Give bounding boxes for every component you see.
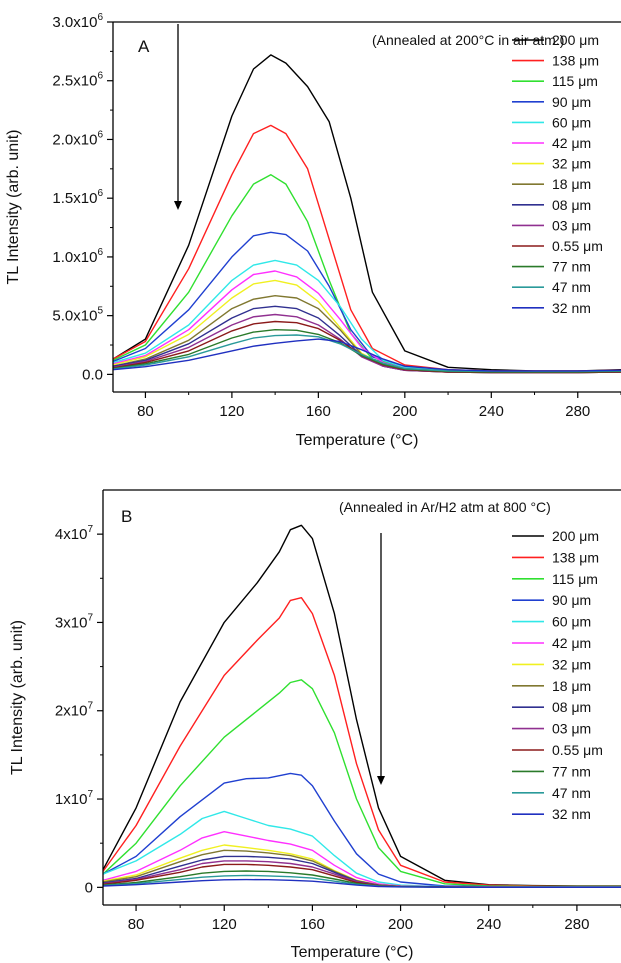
series-line-13	[103, 878, 621, 888]
y-tick-label: 0.0	[82, 366, 103, 383]
legend-label: 03 μm	[552, 721, 591, 737]
legend-label: 90 μm	[552, 592, 591, 608]
x-tick-label: 280	[564, 916, 589, 933]
legend-label: 77 nm	[552, 259, 591, 275]
panel-label: B	[121, 507, 132, 526]
x-axis-title: Temperature (°C)	[296, 432, 419, 449]
legend-label: 138 μm	[552, 53, 599, 69]
series-line-0	[113, 54, 621, 372]
arrow-head	[174, 201, 182, 210]
legend-label: 08 μm	[552, 197, 591, 213]
x-tick-label: 80	[128, 916, 145, 933]
arrow-head	[377, 776, 385, 785]
x-tick-label: 80	[137, 403, 154, 420]
panel-label: A	[138, 37, 150, 56]
series-group	[113, 54, 621, 374]
legend-label: 32 μm	[552, 156, 591, 172]
x-tick-label: 200	[388, 916, 413, 933]
y-tick-label: 0	[85, 879, 93, 896]
x-tick-label: 120	[212, 916, 237, 933]
legend-label: 0.55 μm	[552, 742, 603, 758]
legend-label: 90 μm	[552, 94, 591, 110]
y-tick-label: 3.0x106	[52, 12, 103, 31]
legend-label: 47 nm	[552, 279, 591, 295]
legend-label: 200 μm	[552, 32, 599, 48]
chart-panel-a: 80 120 160 200 240 280 0.0 5.0x105 1.0x106 1.5x10…	[5, 12, 621, 449]
y-tick-label: 1.5x106	[52, 188, 103, 207]
legend-label: 138 μm	[552, 549, 599, 565]
x-tick-label: 280	[565, 403, 590, 420]
legend-label: 32 nm	[552, 300, 591, 316]
legend-label: 115 μm	[552, 73, 598, 89]
y-tick-label: 4x107	[55, 524, 94, 543]
legend-label: 08 μm	[552, 699, 591, 715]
legend-label: 60 μm	[552, 614, 591, 630]
y-tick-label: 2.0x106	[52, 129, 103, 148]
legend-label: 42 μm	[552, 635, 591, 651]
y-tick-label: 1.0x106	[52, 247, 103, 266]
legend-label: 18 μm	[552, 678, 591, 694]
x-tick-label: 160	[300, 916, 325, 933]
legend-label: 32 nm	[552, 806, 591, 822]
series-group	[103, 524, 621, 888]
legend-label: 47 nm	[552, 785, 591, 801]
legend-title: (Annealed in Ar/H2 atm at 800 °C)	[339, 499, 551, 515]
legend-label: 32 μm	[552, 656, 591, 672]
x-axis-title: Temperature (°C)	[291, 944, 414, 961]
legend-label: 03 μm	[552, 217, 591, 233]
y-axis-title: TL Intensity (arb. unit)	[5, 129, 22, 284]
x-tick-label: 120	[219, 403, 244, 420]
x-tick-label: 240	[476, 916, 501, 933]
x-tick-label: 200	[392, 403, 417, 420]
legend-label: 42 μm	[552, 135, 591, 151]
legend-label: 60 μm	[552, 114, 591, 130]
legend-title: (Annealed at 200°C in air atm.)	[372, 32, 564, 48]
legend-label: 77 nm	[552, 763, 591, 779]
chart-panel-b: 80 120 160 200 240 280 0 1x107 2x107 3x107 4x107 Te…	[9, 489, 621, 961]
y-tick-label: 2.5x106	[52, 71, 103, 90]
series-line-13	[113, 338, 621, 372]
x-tick-label: 240	[479, 403, 504, 420]
y-tick-label: 2x107	[55, 701, 94, 720]
series-line-1	[103, 597, 621, 887]
legend-label: 0.55 μm	[552, 238, 603, 254]
y-tick-label: 3x107	[55, 612, 94, 631]
legend-label: 200 μm	[552, 528, 599, 544]
legend-label: 115 μm	[552, 571, 598, 587]
legend-label: 18 μm	[552, 176, 591, 192]
y-tick-label: 5.0x105	[52, 306, 103, 325]
y-tick-label: 1x107	[55, 789, 94, 808]
x-tick-label: 160	[306, 403, 331, 420]
y-axis-title: TL Intensity (arb. unit)	[9, 620, 26, 775]
